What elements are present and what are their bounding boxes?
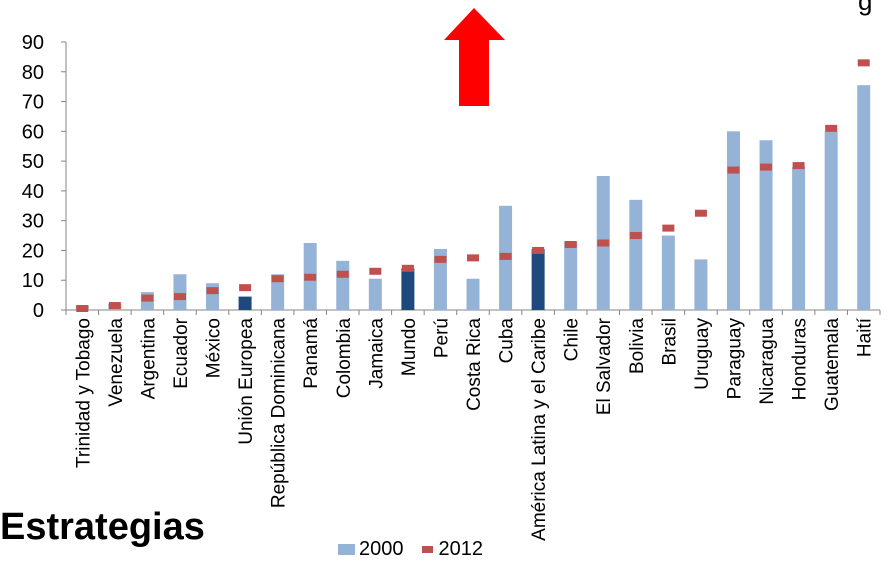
bar bbox=[792, 167, 806, 310]
bar bbox=[368, 278, 382, 310]
category-label: República Dominicana bbox=[269, 318, 290, 509]
marker-point bbox=[499, 252, 512, 260]
bars-2000 bbox=[75, 85, 871, 310]
legend-item-2000: 2000 bbox=[338, 538, 404, 561]
category-label: Venezuela bbox=[106, 318, 127, 407]
marker-point bbox=[532, 246, 545, 254]
top-heading-fragment: g bbox=[858, 0, 873, 16]
legend-swatch-marker bbox=[421, 546, 433, 553]
marker-point bbox=[369, 267, 382, 275]
legend-swatch-bar bbox=[338, 544, 355, 555]
bar bbox=[433, 248, 447, 310]
marker-point bbox=[694, 209, 707, 217]
category-label: Haití bbox=[855, 317, 876, 357]
marker-point bbox=[467, 254, 479, 262]
marker-point bbox=[629, 232, 642, 240]
bar bbox=[238, 296, 252, 310]
marker-point bbox=[173, 293, 186, 301]
bar bbox=[173, 274, 187, 310]
marker-point bbox=[206, 287, 219, 295]
bar bbox=[857, 85, 871, 310]
category-label: Cuba bbox=[497, 318, 518, 364]
legend-item-2012: 2012 bbox=[421, 538, 484, 561]
bar bbox=[661, 235, 675, 310]
bar bbox=[564, 241, 578, 310]
category-label: El Salvador bbox=[594, 317, 615, 415]
category-label: Colombia bbox=[334, 318, 355, 399]
section-heading: Estrategias bbox=[0, 506, 205, 548]
marker-point bbox=[76, 305, 89, 313]
category-label: Argentina bbox=[138, 318, 159, 400]
marker-point bbox=[727, 166, 740, 174]
y-tick-label: 20 bbox=[22, 240, 44, 262]
category-label: Chile bbox=[562, 318, 583, 361]
bar bbox=[336, 260, 350, 310]
markers-2012 bbox=[76, 59, 870, 313]
bar bbox=[759, 140, 773, 310]
marker-point bbox=[434, 255, 447, 263]
marker-point bbox=[662, 224, 675, 232]
marker-point bbox=[760, 163, 773, 171]
marker-point bbox=[141, 294, 154, 302]
marker-point bbox=[401, 264, 414, 272]
y-tick-label: 90 bbox=[22, 32, 44, 54]
red-up-arrow-icon bbox=[444, 8, 505, 106]
marker-point bbox=[239, 284, 252, 292]
marker-point bbox=[857, 59, 870, 67]
bar bbox=[824, 131, 838, 310]
chart-legend: 2000 2012 bbox=[338, 538, 501, 561]
bar bbox=[694, 259, 708, 310]
category-label: Bolivia bbox=[627, 318, 648, 374]
marker-point bbox=[108, 302, 121, 310]
marker-point bbox=[271, 275, 284, 283]
category-label: Brasil bbox=[659, 318, 680, 366]
category-label: Panamá bbox=[301, 318, 322, 389]
category-label: Honduras bbox=[790, 318, 811, 400]
category-label: Costa Rica bbox=[464, 318, 485, 411]
bar bbox=[531, 248, 545, 310]
category-label: Uruguay bbox=[692, 318, 713, 390]
legend-label-2012: 2012 bbox=[438, 538, 484, 560]
legend-label-2000: 2000 bbox=[359, 538, 404, 560]
bar bbox=[401, 268, 415, 310]
chart-axes: 0 10 20 30 40 50 60 70 80 90 bbox=[22, 32, 881, 322]
category-label: Unión Europea bbox=[236, 318, 257, 445]
category-label: Guatemala bbox=[822, 318, 843, 411]
y-tick-label: 70 bbox=[22, 92, 44, 114]
bar bbox=[466, 278, 480, 310]
bar bbox=[726, 131, 740, 310]
category-label: Mundo bbox=[399, 318, 420, 376]
category-label: Paraguay bbox=[724, 318, 745, 400]
category-labels: Trinidad y Tobago Venezuela Argentina Ecuad… bbox=[73, 317, 875, 541]
marker-point bbox=[336, 270, 349, 278]
y-tick-label: 40 bbox=[22, 181, 44, 203]
category-label: Ecuador bbox=[171, 317, 192, 388]
y-tick-label: 50 bbox=[22, 151, 44, 173]
category-label: México bbox=[204, 318, 225, 378]
category-label: Perú bbox=[431, 318, 452, 358]
category-label: América Latina y el Caribe bbox=[529, 318, 550, 541]
up-arrow-shape bbox=[444, 8, 505, 106]
marker-point bbox=[597, 239, 610, 247]
y-tick-label: 60 bbox=[22, 121, 44, 143]
category-label: Trinidad y Tobago bbox=[73, 318, 94, 468]
y-tick-label: 80 bbox=[22, 62, 44, 84]
marker-point bbox=[304, 273, 317, 281]
y-tick-label: 10 bbox=[22, 270, 44, 292]
category-label: Nicaragua bbox=[757, 318, 778, 405]
y-tick-label: 30 bbox=[22, 211, 44, 233]
marker-point bbox=[792, 162, 805, 170]
bar bbox=[629, 199, 643, 310]
marker-point bbox=[825, 124, 838, 132]
y-tick-label: 0 bbox=[33, 300, 44, 322]
bar bbox=[271, 274, 285, 310]
category-label: Jamaica bbox=[366, 318, 387, 389]
marker-point bbox=[564, 240, 577, 248]
